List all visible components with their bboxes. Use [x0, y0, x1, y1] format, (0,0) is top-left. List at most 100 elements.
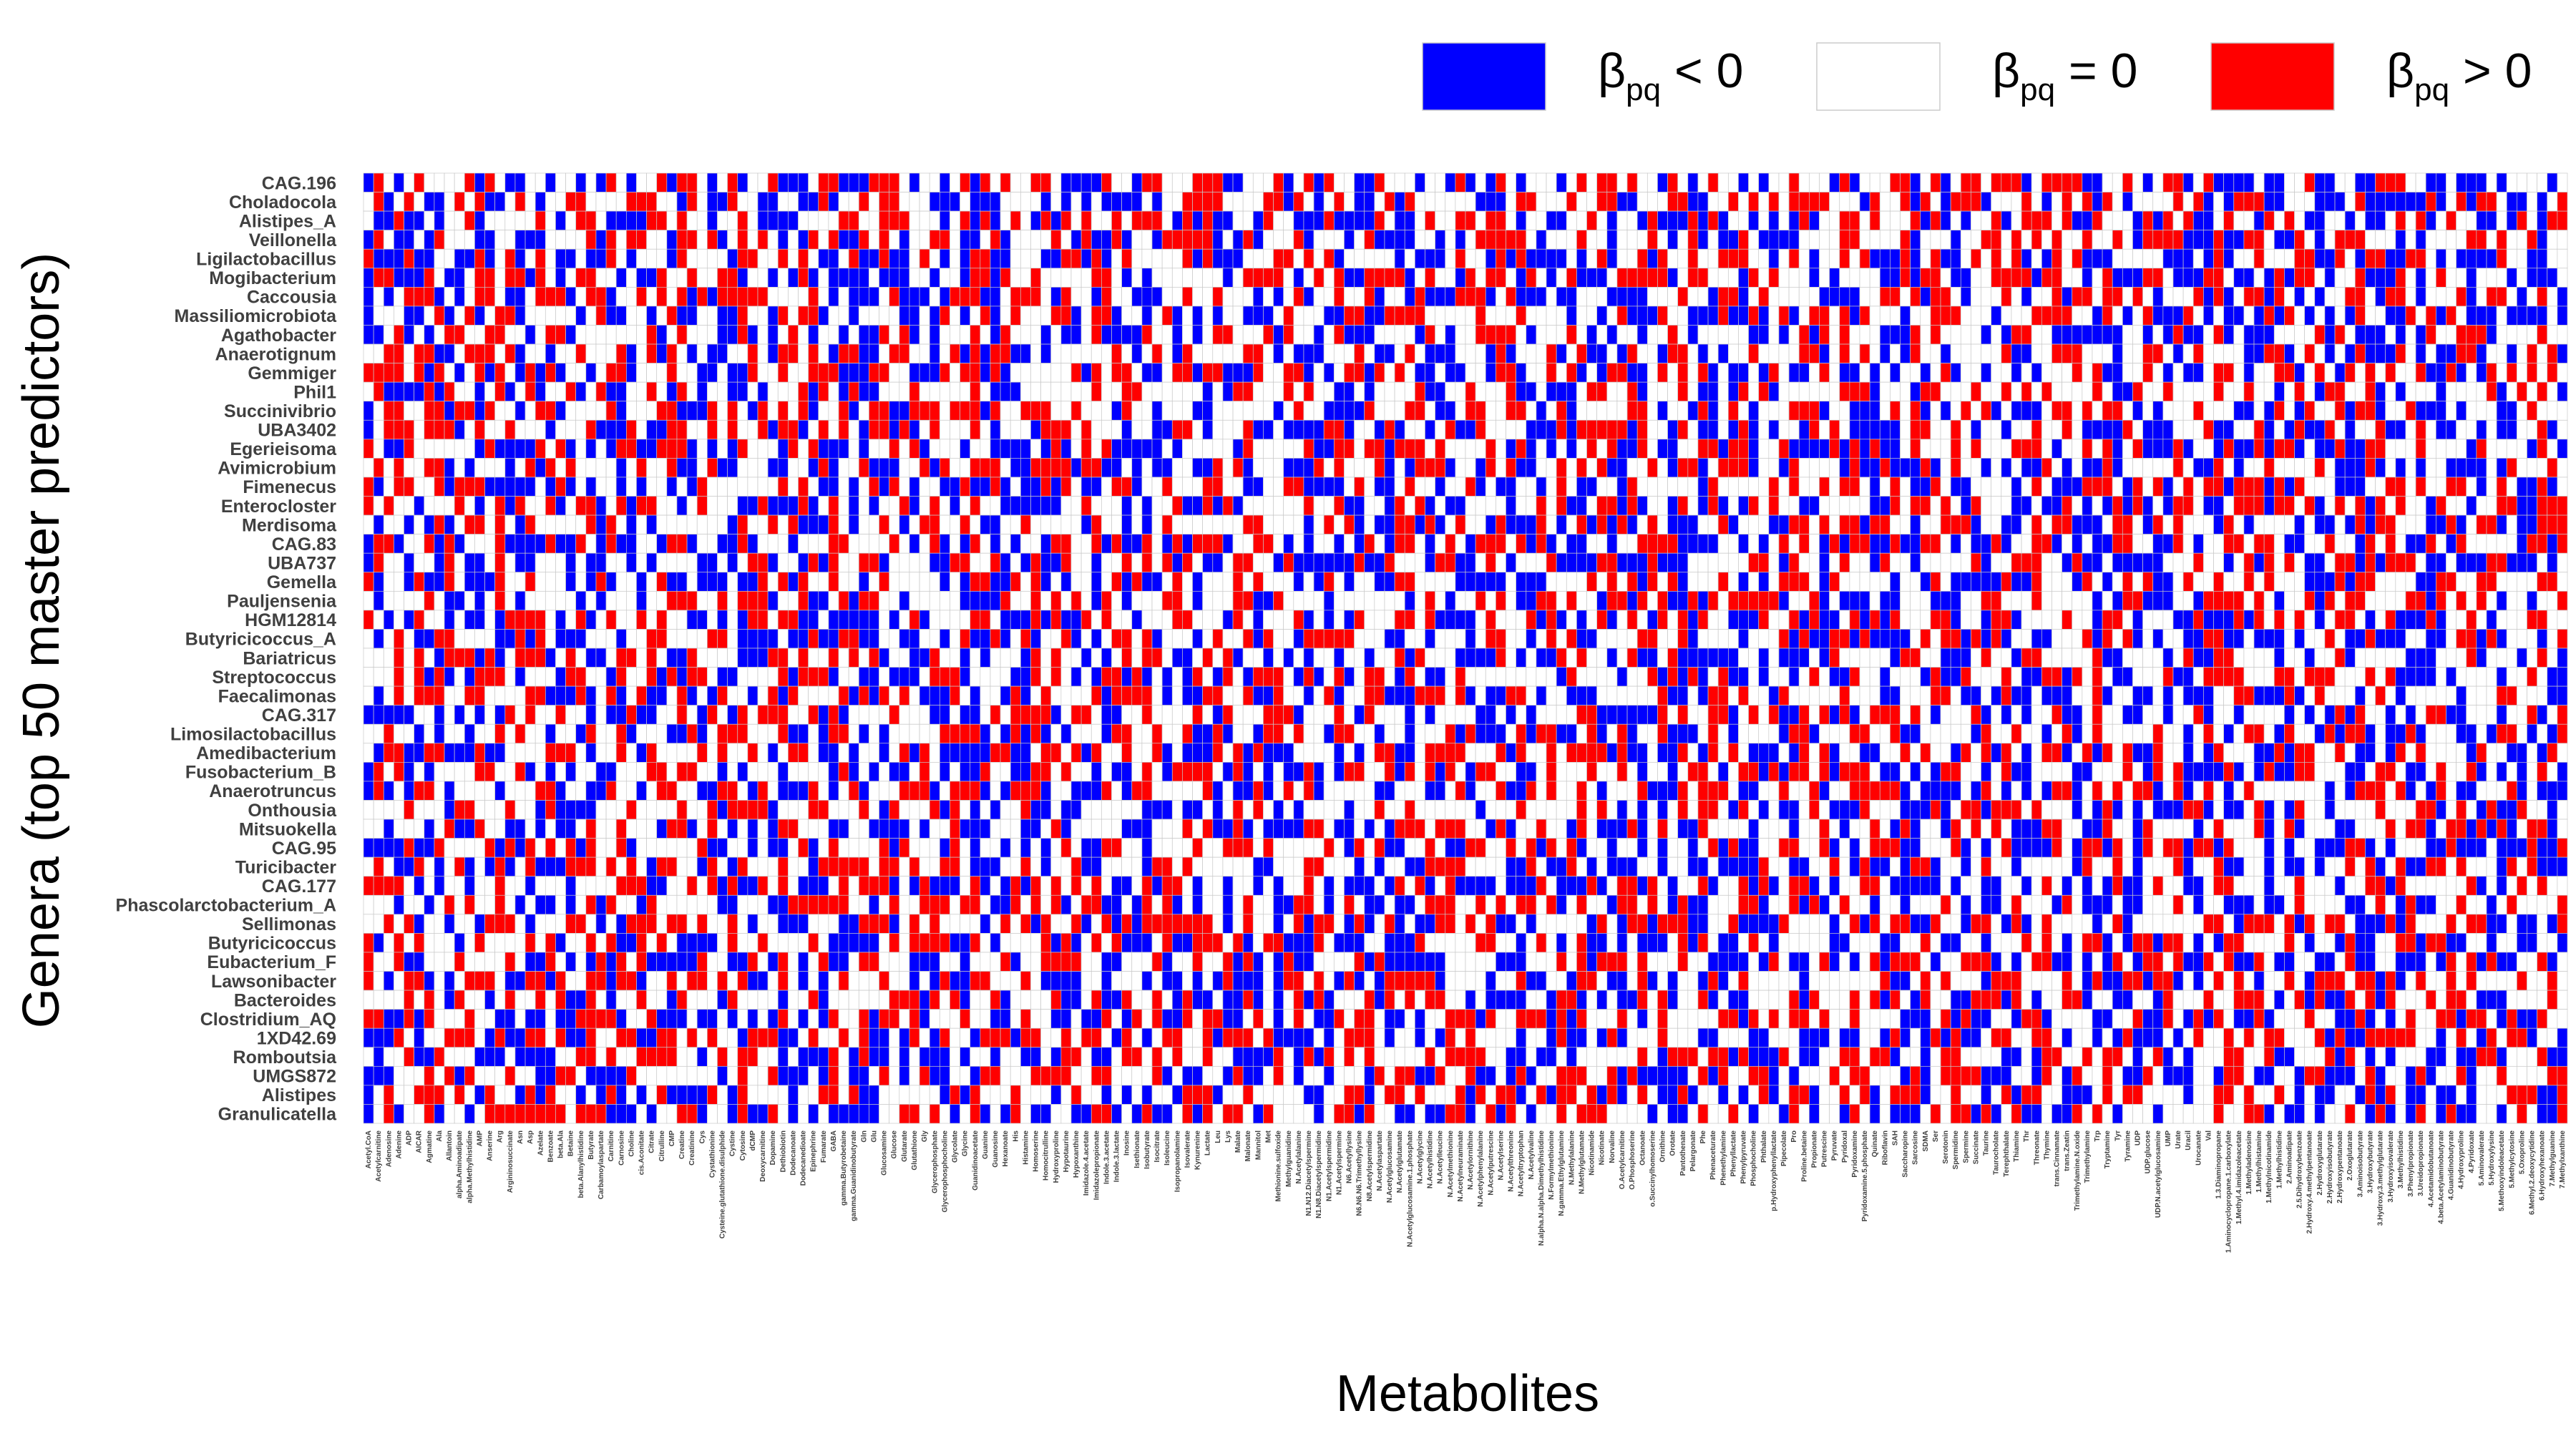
heatmap-cell [828, 401, 839, 421]
heatmap-cell [1232, 268, 1244, 288]
heatmap-cell [737, 210, 748, 231]
heatmap-cell [1435, 534, 1446, 554]
heatmap-cell [494, 210, 506, 231]
heatmap-cell [2001, 381, 2012, 402]
heatmap-cell [1141, 572, 1153, 592]
heatmap-cell [1576, 248, 1587, 269]
heatmap-cell [1091, 248, 1102, 269]
heatmap-cell [1111, 419, 1122, 440]
heatmap-cell [545, 192, 556, 212]
heatmap-cell [1727, 172, 1739, 192]
heatmap-cell [2446, 496, 2457, 516]
heatmap-cell [1455, 325, 1466, 345]
heatmap-cell [1697, 172, 1709, 192]
heatmap-cell [2021, 552, 2032, 573]
heatmap-cell [818, 401, 829, 421]
heatmap-cell [717, 590, 728, 611]
heatmap-cell [1161, 572, 1173, 592]
heatmap-cell [808, 230, 819, 250]
heatmap-cell [1758, 230, 1770, 250]
heatmap-cell [1151, 306, 1163, 326]
heatmap-cell [1141, 552, 1153, 573]
heatmap-cell [1364, 343, 1375, 363]
heatmap-cell [1384, 306, 1395, 326]
heatmap-cell [605, 172, 617, 192]
heatmap-cell [1930, 496, 1941, 516]
heatmap-cell [1273, 552, 1284, 573]
heatmap-cell [1636, 192, 1648, 212]
heatmap-cell [2051, 477, 2062, 497]
heatmap-cell [2294, 248, 2306, 269]
heatmap-cell [2344, 287, 2356, 307]
heatmap-cell [1667, 419, 1679, 440]
heatmap-cell [555, 419, 566, 440]
heatmap-cell [1435, 401, 1446, 421]
heatmap-cell [2476, 419, 2487, 440]
heatmap-cell [1849, 439, 1860, 459]
heatmap-cell [2385, 363, 2396, 383]
heatmap-cell [2021, 248, 2032, 269]
heatmap-cell [1111, 230, 1122, 250]
heatmap-cell [1890, 477, 1901, 497]
heatmap-cell [1960, 514, 1971, 534]
heatmap-cell [1475, 306, 1486, 326]
heatmap-cell [2223, 572, 2235, 592]
heatmap-cell [1687, 552, 1699, 573]
heatmap-cell [1060, 572, 1072, 592]
heatmap-cell [1212, 514, 1224, 534]
heatmap-cell [950, 306, 960, 326]
heatmap-cell [1910, 381, 1921, 402]
heatmap-cell [838, 248, 849, 269]
heatmap-cell [2354, 381, 2366, 402]
heatmap-cell [788, 306, 799, 326]
heatmap-cell [1657, 363, 1668, 383]
heatmap-cell [858, 306, 869, 326]
heatmap-cell [2062, 381, 2073, 402]
heatmap-cell [2162, 248, 2174, 269]
heatmap-cell [1707, 192, 1719, 212]
heatmap-cell [1930, 419, 1941, 440]
heatmap-cell [2142, 343, 2154, 363]
heatmap-cell [2152, 514, 2164, 534]
heatmap-cell [879, 363, 890, 383]
heatmap-cell [788, 210, 799, 231]
heatmap-cell [2092, 363, 2103, 383]
heatmap-cell [1222, 192, 1234, 212]
heatmap-cell [1576, 572, 1587, 592]
heatmap-cell [1667, 230, 1679, 250]
heatmap-cell [2021, 439, 2032, 459]
heatmap-cell [1697, 343, 1709, 363]
heatmap-cell [2547, 534, 2558, 554]
heatmap-cell [1727, 248, 1739, 269]
heatmap-cell [1050, 439, 1062, 459]
heatmap-cell [1839, 325, 1850, 345]
heatmap-cell [666, 192, 678, 212]
heatmap-cell [1273, 496, 1284, 516]
heatmap-cell [1374, 248, 1385, 269]
heatmap-cell [2041, 287, 2052, 307]
heatmap-cell [2435, 230, 2446, 250]
heatmap-cell [474, 248, 485, 269]
heatmap-cell [646, 306, 658, 326]
heatmap-cell [1344, 458, 1355, 478]
heatmap-cell [2031, 477, 2042, 497]
heatmap-cell [1616, 572, 1628, 592]
heatmap-cell [1646, 268, 1658, 288]
heatmap-cell [747, 363, 758, 383]
heatmap-cell [2072, 514, 2083, 534]
heatmap-cell [1030, 496, 1041, 516]
heatmap-cell [1040, 230, 1052, 250]
heatmap-cell [454, 552, 465, 573]
heatmap-cell [1869, 477, 1880, 497]
heatmap-cell [595, 401, 607, 421]
heatmap-cell [2011, 458, 2022, 478]
heatmap-cell [2082, 477, 2093, 497]
heatmap-cell [1091, 590, 1102, 611]
heatmap-cell [1576, 552, 1587, 573]
heatmap-cell [434, 572, 445, 592]
heatmap-cell [2112, 287, 2123, 307]
heatmap-cell [939, 192, 950, 212]
heatmap-cell [2162, 552, 2174, 573]
heatmap-cell [666, 514, 678, 534]
heatmap-cell [1626, 192, 1638, 212]
